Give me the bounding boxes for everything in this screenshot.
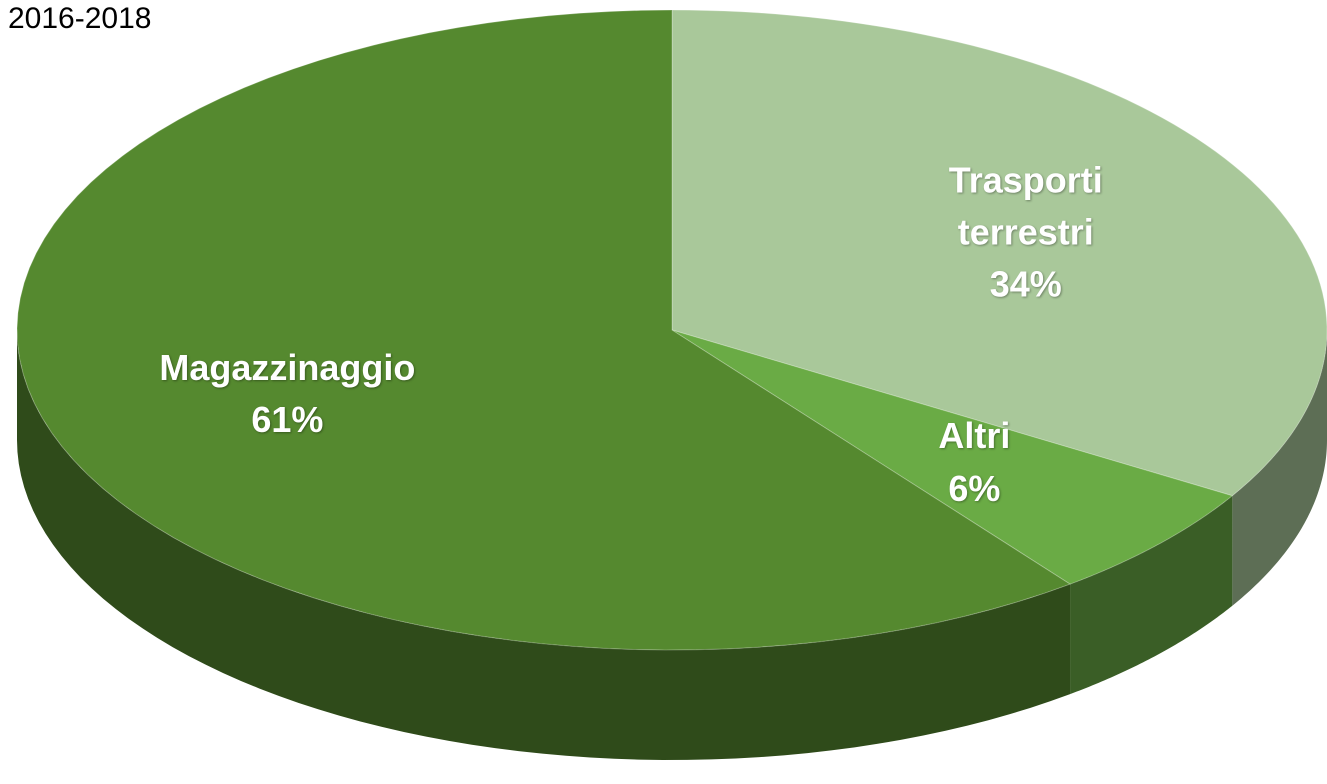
chart-title: 2016-2018 xyxy=(8,2,152,35)
label-name: Altri xyxy=(938,415,1011,457)
data-label: Altri 6% xyxy=(824,410,1124,514)
label-value: 34% xyxy=(989,263,1062,305)
label-value: 61% xyxy=(251,398,324,440)
pie-slice xyxy=(671,329,1234,585)
pie-slice xyxy=(671,9,1327,497)
label-value: 6% xyxy=(948,467,1001,509)
slice-side xyxy=(17,330,1071,760)
label-name: Trasporti terrestri xyxy=(948,159,1103,253)
slice-side xyxy=(1232,330,1327,606)
pie-slice xyxy=(16,9,1072,651)
data-label: Trasporti terrestri 34% xyxy=(876,154,1176,311)
data-label: Magazzinaggio 61% xyxy=(137,341,437,445)
label-name: Magazzinaggio xyxy=(159,346,416,388)
slice-side xyxy=(1070,495,1233,695)
